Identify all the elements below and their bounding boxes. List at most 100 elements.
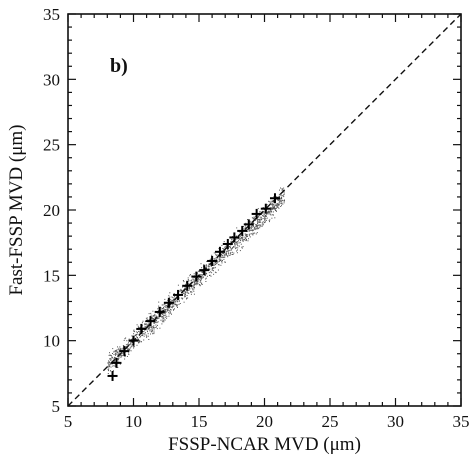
scatter-point xyxy=(269,210,271,212)
scatter-point xyxy=(265,220,267,221)
scatter-point xyxy=(265,215,267,217)
scatter-point xyxy=(199,284,201,285)
scatter-point xyxy=(237,238,239,240)
scatter-point xyxy=(270,201,272,203)
scatter-point xyxy=(253,217,255,219)
scatter-point xyxy=(273,204,275,206)
scatter-point xyxy=(199,279,201,281)
scatter-point xyxy=(144,332,146,334)
scatter-point xyxy=(237,244,238,246)
scatter-point xyxy=(164,303,166,305)
scatter-point xyxy=(205,278,207,280)
scatter-point xyxy=(126,340,128,342)
scatter-point xyxy=(141,335,143,336)
scatter-point xyxy=(186,295,188,296)
scatter-point xyxy=(206,273,207,274)
scatter-point xyxy=(253,228,255,230)
scatter-point xyxy=(143,335,145,337)
scatter-point xyxy=(155,327,157,328)
scatter-point xyxy=(130,343,132,345)
scatter-point xyxy=(277,199,279,201)
y-tick-label: 25 xyxy=(43,136,60,155)
scatter-cloud xyxy=(107,187,285,377)
scatter-point xyxy=(272,214,274,216)
scatter-point xyxy=(171,296,173,298)
scatter-point xyxy=(230,241,232,243)
scatter-point xyxy=(120,347,122,349)
scatter-point xyxy=(255,226,257,228)
scatter-point xyxy=(113,350,115,352)
x-tick-label: 35 xyxy=(453,412,470,431)
scatter-point xyxy=(113,357,115,359)
scatter-point xyxy=(243,226,245,227)
scatter-point xyxy=(251,233,253,235)
scatter-point xyxy=(133,333,135,335)
scatter-point xyxy=(266,213,267,215)
scatter-point xyxy=(197,278,199,280)
scatter-point xyxy=(262,221,264,223)
scatter-point xyxy=(153,325,155,327)
scatter-point xyxy=(109,364,110,366)
scatter-point xyxy=(207,265,209,267)
scatter-point xyxy=(157,321,159,323)
scatter-point xyxy=(202,272,204,273)
scatter-point xyxy=(150,312,152,314)
scatter-point xyxy=(257,223,259,224)
scatter-point xyxy=(211,269,213,271)
scatter-point xyxy=(264,219,266,221)
scatter-point xyxy=(214,267,216,269)
scatter-point xyxy=(262,223,264,225)
scatter-point xyxy=(169,310,171,312)
scatter-point xyxy=(276,207,277,209)
scatter-point xyxy=(249,229,251,231)
scatter-point xyxy=(218,260,220,262)
scatter-point xyxy=(178,300,180,302)
scatter-point xyxy=(161,323,163,325)
scatter-point xyxy=(270,207,272,209)
scatter-point xyxy=(188,289,190,291)
scatter-point xyxy=(182,292,184,294)
scatter-point xyxy=(193,288,195,290)
scatter-point xyxy=(126,349,128,351)
scatter-point xyxy=(125,337,127,339)
scatter-point xyxy=(160,315,162,317)
scatter-point xyxy=(273,205,275,207)
scatter-point xyxy=(152,333,154,335)
scatter-point xyxy=(149,326,151,327)
scatter-point xyxy=(235,248,237,250)
x-tick-label: 30 xyxy=(387,412,404,431)
scatter-point xyxy=(117,351,119,353)
scatter-point xyxy=(153,327,155,329)
scatter-point xyxy=(234,246,236,248)
scatter-point xyxy=(259,225,261,227)
data-point-marker xyxy=(136,323,147,334)
scatter-point xyxy=(184,286,186,288)
scatter-point xyxy=(163,306,164,308)
scatter-point xyxy=(155,315,157,317)
scatter-point xyxy=(176,300,178,301)
scatter-point xyxy=(281,188,283,189)
scatter-point xyxy=(205,277,207,279)
scatter-point xyxy=(168,309,170,311)
scatter-point xyxy=(204,275,206,277)
scatter-point xyxy=(190,293,192,295)
scatter-point xyxy=(175,301,177,303)
x-tick-label: 25 xyxy=(322,412,339,431)
scatter-point xyxy=(128,342,129,344)
scatter-point xyxy=(164,311,166,313)
scatter-point xyxy=(247,219,249,220)
data-point-marker xyxy=(229,232,240,243)
scatter-point xyxy=(187,292,189,294)
scatter-point xyxy=(213,273,215,275)
scatter-point xyxy=(163,303,165,305)
scatter-point xyxy=(151,329,153,331)
scatter-point xyxy=(169,300,171,302)
scatter-point xyxy=(162,314,164,316)
scatter-point xyxy=(169,311,171,313)
scatter-point xyxy=(246,239,247,240)
scatter-point xyxy=(144,321,146,323)
scatter-point xyxy=(144,324,146,326)
scatter-point xyxy=(248,238,249,240)
scatter-point xyxy=(153,332,155,334)
scatter-point xyxy=(167,310,168,312)
